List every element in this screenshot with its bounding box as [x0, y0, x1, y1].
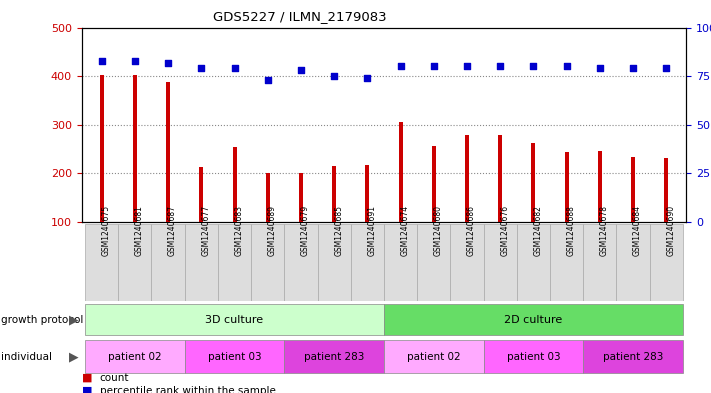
Bar	[598, 151, 602, 222]
Bar	[384, 224, 417, 301]
Point	[362, 75, 373, 81]
Text: GSM1240685: GSM1240685	[334, 205, 343, 255]
Text: GSM1240691: GSM1240691	[368, 205, 376, 255]
Text: ■: ■	[82, 373, 92, 383]
Text: GSM1240689: GSM1240689	[268, 205, 277, 255]
Bar	[365, 165, 369, 222]
Bar	[616, 224, 650, 301]
Text: patient 02: patient 02	[108, 352, 161, 362]
Point	[627, 65, 638, 72]
Bar	[199, 167, 203, 222]
Bar	[664, 158, 668, 222]
Point	[196, 65, 207, 72]
Bar	[299, 173, 303, 222]
Text: patient 03: patient 03	[506, 352, 560, 362]
Point	[162, 59, 173, 66]
Bar	[185, 224, 218, 301]
Text: GSM1240682: GSM1240682	[533, 205, 542, 255]
Point	[461, 63, 473, 70]
Bar	[318, 224, 351, 301]
Text: GSM1240687: GSM1240687	[168, 205, 177, 255]
Text: patient 03: patient 03	[208, 352, 262, 362]
Point	[328, 73, 340, 79]
Text: GSM1240688: GSM1240688	[567, 205, 576, 255]
Bar	[166, 82, 170, 222]
Bar	[483, 224, 517, 301]
Bar	[650, 224, 683, 301]
Bar	[266, 173, 269, 222]
Bar	[251, 224, 284, 301]
Bar	[100, 75, 104, 222]
Bar	[550, 224, 583, 301]
Bar	[417, 224, 450, 301]
Point	[661, 65, 672, 72]
Bar	[232, 147, 237, 222]
Text: GSM1240680: GSM1240680	[434, 205, 443, 255]
Point	[129, 57, 141, 64]
Point	[494, 63, 506, 70]
Bar	[284, 224, 318, 301]
Bar	[85, 224, 118, 301]
Bar	[631, 157, 635, 222]
Text: GSM1240678: GSM1240678	[600, 205, 609, 255]
Text: GSM1240686: GSM1240686	[467, 205, 476, 255]
Bar	[498, 134, 502, 222]
Bar	[351, 224, 384, 301]
Text: ▶: ▶	[68, 350, 78, 363]
Text: growth protocol: growth protocol	[1, 315, 84, 325]
Text: GSM1240675: GSM1240675	[102, 205, 111, 256]
Text: 2D culture: 2D culture	[504, 315, 562, 325]
Bar	[517, 224, 550, 301]
Bar	[384, 305, 683, 335]
Bar	[583, 340, 683, 373]
Bar	[133, 75, 137, 222]
Text: individual: individual	[1, 352, 53, 362]
Point	[295, 67, 306, 73]
Bar	[465, 136, 469, 222]
Bar	[399, 122, 402, 222]
Bar	[151, 224, 185, 301]
Bar	[432, 146, 436, 222]
Bar	[85, 305, 384, 335]
Text: GSM1240679: GSM1240679	[301, 205, 310, 256]
Text: percentile rank within the sample: percentile rank within the sample	[100, 386, 275, 393]
Text: GSM1240676: GSM1240676	[500, 205, 509, 256]
Point	[561, 63, 572, 70]
Bar	[85, 340, 185, 373]
Bar	[583, 224, 616, 301]
Text: count: count	[100, 373, 129, 383]
Text: 3D culture: 3D culture	[205, 315, 264, 325]
Text: ▶: ▶	[68, 313, 78, 327]
Bar	[565, 152, 569, 222]
Text: patient 283: patient 283	[603, 352, 663, 362]
Text: GSM1240684: GSM1240684	[633, 205, 642, 255]
Point	[594, 65, 606, 72]
Bar	[185, 340, 284, 373]
Bar	[118, 224, 151, 301]
Text: GSM1240690: GSM1240690	[666, 205, 675, 256]
Point	[395, 63, 406, 70]
Text: patient 02: patient 02	[407, 352, 461, 362]
Bar	[531, 143, 535, 222]
Bar	[284, 340, 384, 373]
Bar	[483, 340, 583, 373]
Text: GSM1240683: GSM1240683	[235, 205, 243, 255]
Bar	[332, 166, 336, 222]
Point	[96, 57, 107, 64]
Bar	[450, 224, 483, 301]
Bar	[218, 224, 251, 301]
Point	[229, 65, 240, 72]
Point	[528, 63, 539, 70]
Point	[428, 63, 439, 70]
Text: GSM1240677: GSM1240677	[201, 205, 210, 256]
Bar	[384, 340, 483, 373]
Text: patient 283: patient 283	[304, 352, 364, 362]
Text: GSM1240674: GSM1240674	[400, 205, 410, 256]
Text: ■: ■	[82, 386, 92, 393]
Text: GDS5227 / ILMN_2179083: GDS5227 / ILMN_2179083	[213, 10, 387, 23]
Point	[262, 77, 274, 83]
Text: GSM1240681: GSM1240681	[135, 205, 144, 255]
